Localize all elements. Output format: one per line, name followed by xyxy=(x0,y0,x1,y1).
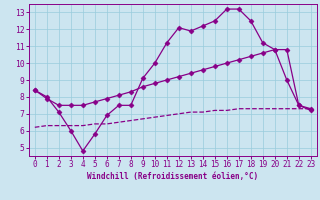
X-axis label: Windchill (Refroidissement éolien,°C): Windchill (Refroidissement éolien,°C) xyxy=(87,172,258,181)
